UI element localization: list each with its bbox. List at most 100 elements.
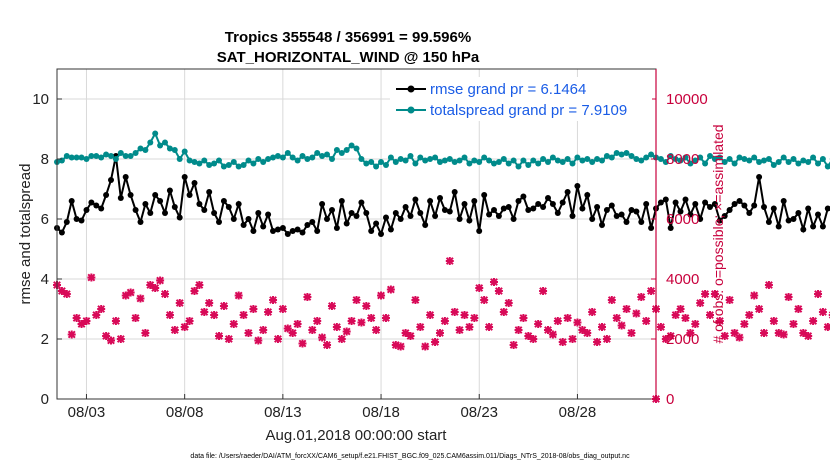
data-point: [486, 211, 493, 218]
data-point: [476, 159, 483, 165]
y-tick-label: 4: [41, 271, 49, 288]
data-point: [677, 157, 684, 164]
data-point: [117, 150, 124, 156]
x-tick-label: 08/28: [559, 404, 597, 421]
data-point: [441, 157, 448, 164]
data-point: [633, 156, 640, 162]
data-point: [500, 205, 507, 212]
data-point: [613, 213, 620, 219]
data-point: [132, 150, 139, 156]
data-point-cross: [637, 293, 646, 301]
data-point: [520, 193, 527, 200]
data-point: [672, 199, 679, 206]
data-point: [461, 154, 468, 161]
data-point: [166, 145, 173, 152]
data-point: [216, 157, 222, 164]
data-point: [456, 157, 463, 164]
data-point: [284, 150, 291, 156]
legend-box: [390, 77, 652, 121]
data-point: [603, 207, 610, 213]
data-point-cross: [342, 327, 351, 336]
series-group: [54, 153, 830, 237]
data-point-cross: [494, 287, 503, 295]
data-point: [83, 207, 90, 213]
data-point: [383, 162, 389, 168]
data-point-cross: [318, 333, 327, 342]
data-point-cross: [308, 326, 317, 334]
data-point: [289, 228, 296, 234]
data-point: [726, 207, 733, 213]
data-point-cross: [303, 293, 312, 301]
data-point: [162, 139, 168, 146]
data-point: [707, 204, 713, 210]
data-point: [162, 210, 168, 216]
data-point: [623, 150, 630, 156]
data-point-cross: [175, 299, 184, 307]
data-point: [304, 222, 311, 228]
data-point-cross: [156, 276, 165, 285]
data-point-cross: [809, 317, 818, 325]
data-point: [451, 159, 458, 165]
data-point: [613, 150, 620, 156]
data-point-cross: [715, 317, 724, 325]
data-point: [363, 160, 370, 167]
data-point: [137, 145, 144, 152]
data-point-cross: [548, 330, 557, 339]
chart-title: Tropics 355548 / 356991 = 99.596%: [225, 29, 471, 46]
data-point: [353, 213, 360, 219]
data-point: [741, 202, 748, 209]
data-point: [68, 154, 75, 161]
data-point: [181, 174, 188, 180]
data-point-cross: [126, 288, 135, 297]
data-point: [122, 174, 129, 180]
data-point: [790, 216, 797, 222]
data-point-cross: [426, 311, 435, 319]
data-point-cross: [136, 294, 145, 303]
data-point: [103, 151, 110, 158]
data-point-cross: [769, 317, 778, 325]
data-point: [98, 205, 105, 212]
data-point-cross: [460, 311, 469, 319]
data-point: [73, 216, 80, 222]
data-point: [692, 201, 699, 207]
data-point: [466, 217, 473, 224]
data-point: [662, 159, 669, 165]
data-point: [505, 204, 512, 210]
data-point-cross: [627, 329, 636, 337]
y-axis-label: rmse and totalspread: [17, 164, 34, 305]
data-point: [702, 160, 709, 167]
data-point: [765, 156, 772, 162]
legend-label-rmse: rmse grand pr = 6.1464: [430, 81, 586, 98]
data-point-cross: [710, 290, 719, 298]
legend: rmse grand pr = 6.1464 totalspread grand…: [390, 77, 652, 121]
data-point-cross: [593, 338, 602, 346]
data-point-cross: [298, 339, 307, 348]
data-point: [682, 154, 689, 161]
data-point: [147, 210, 154, 216]
data-point-cross: [421, 342, 430, 351]
data-point-cross: [656, 323, 665, 331]
data-point-cross: [97, 305, 106, 313]
data-point: [112, 156, 119, 162]
data-point: [608, 154, 615, 161]
data-point: [711, 201, 718, 207]
data-point: [324, 216, 330, 222]
data-point-cross: [794, 305, 803, 313]
data-point: [181, 148, 188, 155]
data-point: [437, 159, 443, 165]
y2-axis-ticks: 0 2000 4000 6000 8000 10000: [651, 69, 708, 408]
y2-tick-label: 6000: [666, 211, 699, 228]
data-point: [206, 162, 213, 168]
data-point: [220, 163, 227, 170]
data-point: [441, 207, 448, 213]
data-point-cross: [534, 320, 543, 328]
data-point: [559, 199, 566, 206]
data-point: [770, 205, 777, 212]
data-point: [260, 159, 267, 165]
data-point: [68, 198, 75, 204]
data-point: [731, 201, 738, 207]
data-point-cross: [67, 330, 76, 339]
data-point: [682, 196, 689, 203]
data-point-cross: [278, 305, 287, 313]
data-point: [230, 216, 237, 222]
